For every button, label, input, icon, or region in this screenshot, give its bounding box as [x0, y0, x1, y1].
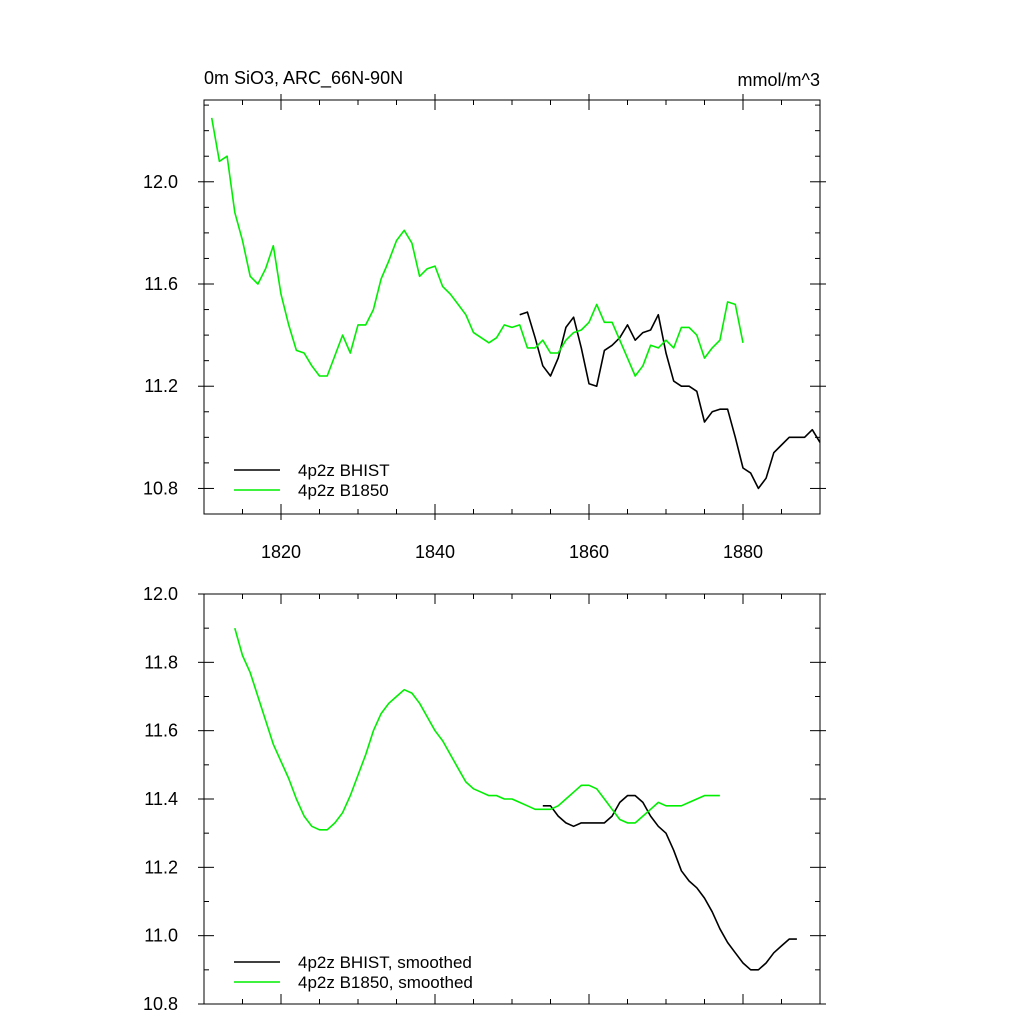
legend-label-b1850-smoothed: 4p2z B1850, smoothed	[298, 973, 473, 992]
top-plot-frame	[203, 99, 821, 515]
bottom-series-lines	[234, 627, 797, 971]
x-tick-label: 1880	[723, 542, 763, 562]
y-tick-label: 11.2	[144, 857, 178, 877]
top-series-lines	[210, 117, 821, 490]
y-tick-label: 11.8	[144, 652, 178, 672]
units-label: mmol/m^3	[738, 70, 820, 90]
y-tick-label: 11.2	[144, 376, 178, 396]
legend-label-bhist-smoothed: 4p2z BHIST, smoothed	[298, 953, 472, 972]
y-tick-label: 10.8	[143, 478, 178, 498]
y-tick-label: 12.0	[143, 584, 178, 604]
y-tick-label: 11.6	[144, 274, 178, 294]
x-tick-label: 1840	[415, 542, 455, 562]
x-tick-label: 1860	[569, 542, 609, 562]
chart-title: 0m SiO3, ARC_66N-90N	[204, 68, 403, 89]
y-tick-label: 11.6	[144, 721, 178, 741]
x-tick-label: 1820	[261, 542, 301, 562]
top-legend: 4p2z BHIST 4p2z B1850	[234, 461, 390, 500]
series-line-0	[519, 311, 821, 490]
bottom-panel: 10.8 11.0 11.2 11.4 11.6 11.8 12.0 4p2z BHIST,…	[143, 584, 826, 1014]
series-line-1	[234, 627, 720, 831]
legend-label-bhist: 4p2z BHIST	[298, 461, 390, 480]
series-line-0	[542, 794, 797, 971]
bottom-legend: 4p2z BHIST, smoothed 4p2z B1850, smoothe…	[234, 953, 473, 992]
series-line-1	[210, 117, 744, 377]
y-tick-label: 11.0	[144, 926, 178, 946]
top-panel: 0m SiO3, ARC_66N-90N mmol/m^3 1820 1840 18…	[143, 68, 826, 562]
y-tick-label: 11.4	[144, 789, 178, 809]
bottom-axis-tick-labels: 10.8 11.0 11.2 11.4 11.6 11.8 12.0	[143, 584, 178, 1014]
top-axis-ticks	[198, 94, 826, 520]
bottom-plot-frame	[203, 593, 821, 1005]
legend-label-b1850: 4p2z B1850	[298, 481, 389, 500]
y-tick-label: 12.0	[143, 172, 178, 192]
y-tick-label: 10.8	[143, 994, 178, 1014]
top-axis-tick-labels: 1820 1840 1860 1880 10.8 11.2 11.6 12.0	[143, 172, 763, 562]
